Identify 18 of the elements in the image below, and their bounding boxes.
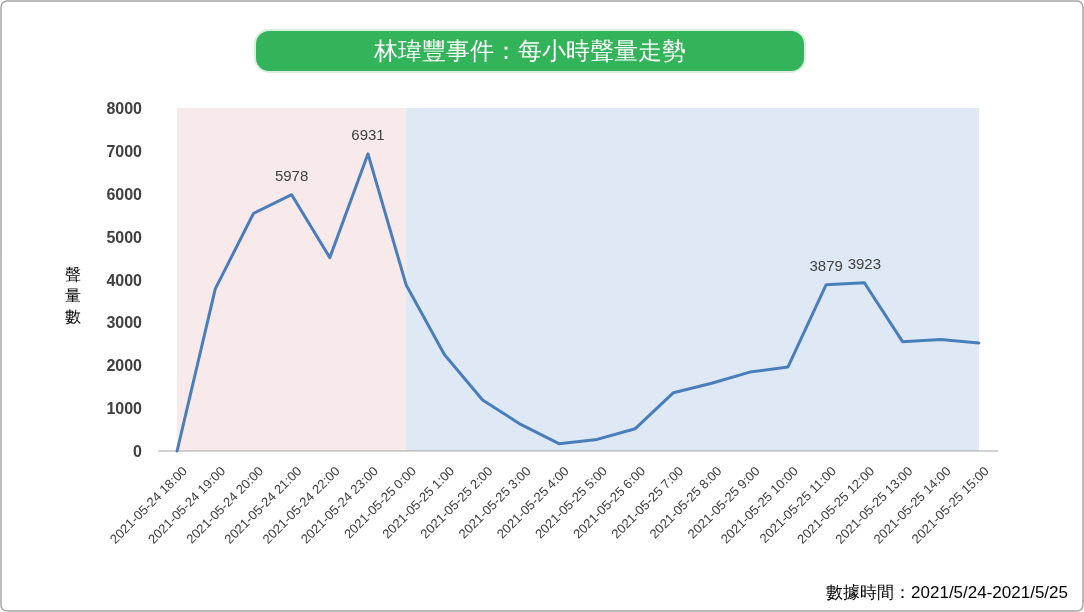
y-tick-label: 0 (133, 443, 143, 460)
line-series (175, 152, 981, 453)
y-tick-label: 5000 (106, 228, 143, 246)
y-tick-label: 6000 (106, 185, 143, 203)
data-label: 3923 (847, 254, 882, 272)
text: 數據時間：2021/5/24-2021/5/25 (826, 583, 1068, 602)
chart-title: 林瑋豐事件：每小時聲量走勢 (373, 37, 686, 64)
y-tick-label: 8000 (106, 100, 143, 117)
data-label: 5978 (274, 166, 309, 184)
title: 林瑋豐事件：每小時聲量走勢 (254, 29, 806, 73)
y-tick-label: 4000 (106, 271, 143, 289)
y-tick-label: 2000 (106, 357, 143, 375)
y-tick-label: 3000 (106, 314, 143, 332)
y-tick-label: 1000 (106, 400, 143, 418)
y-axis-title: 聲量數 (65, 266, 81, 325)
data-label: 3879 (809, 256, 843, 274)
data-label: 6931 (351, 125, 385, 143)
y-tick-label: 7000 (106, 142, 143, 160)
